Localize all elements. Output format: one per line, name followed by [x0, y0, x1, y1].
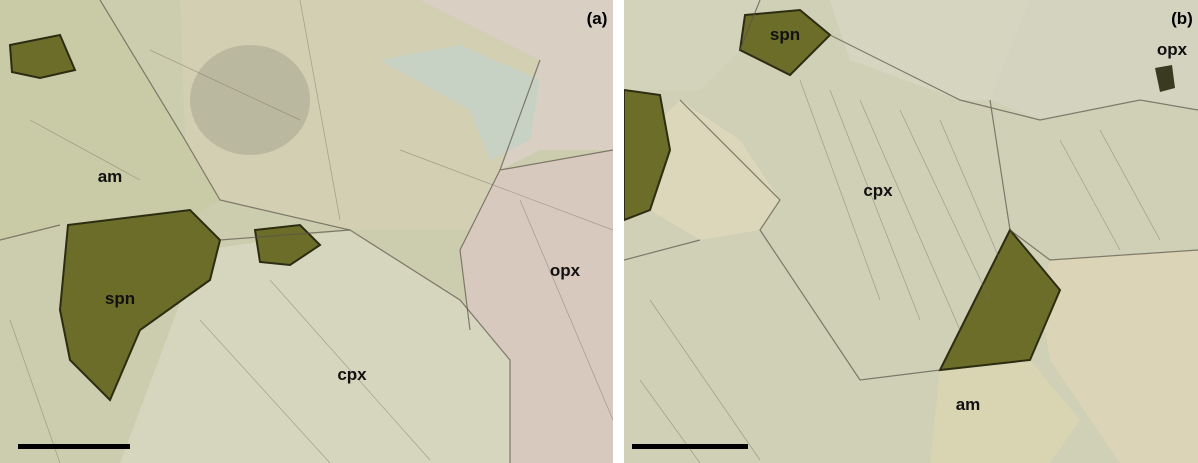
- panel-b-image: [624, 0, 1198, 463]
- scale-bar: [18, 444, 130, 449]
- mineral-label: cpx: [337, 365, 367, 384]
- mineral-label: am: [98, 167, 123, 186]
- mineral-label: opx: [1157, 40, 1188, 59]
- mineral-label: cpx: [863, 181, 893, 200]
- panel-a-image: [0, 0, 613, 463]
- scale-bar: [632, 444, 748, 449]
- mineral-label: am: [956, 395, 981, 414]
- mineral-label: spn: [105, 289, 135, 308]
- panel-label: (b): [1171, 9, 1193, 28]
- panel-label: (a): [587, 9, 608, 28]
- mineral-label: opx: [550, 261, 581, 280]
- mineral-label: spn: [770, 25, 800, 44]
